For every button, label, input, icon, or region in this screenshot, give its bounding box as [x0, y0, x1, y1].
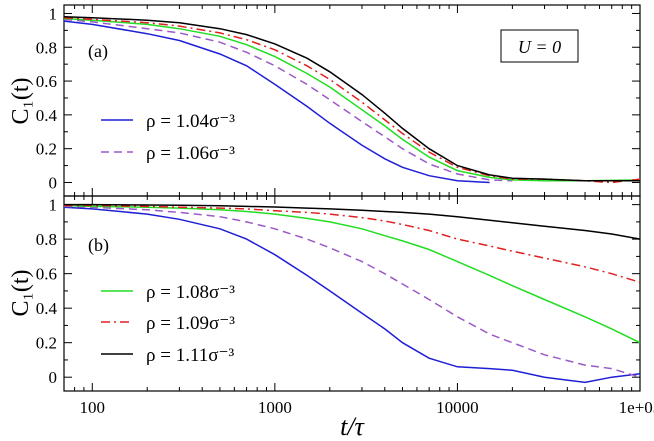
ytick-label-b: 0.4: [36, 299, 58, 318]
series-line-b-2: [63, 204, 641, 344]
ytick-label-a: 0.6: [36, 72, 57, 91]
panel-b-label: (b): [88, 235, 109, 256]
series-line-a-0: [63, 20, 490, 184]
series-line-b-4: [64, 203, 641, 240]
ytick-label-b: 0.2: [36, 334, 57, 353]
legend-b-label-0: ρ = 1.08σ⁻³: [146, 282, 235, 303]
series-line-a-2: [63, 17, 641, 182]
legend-b-label-2: ρ = 1.11σ⁻³: [146, 345, 235, 366]
ytick-label-a: 0: [49, 173, 58, 192]
legend-b-label-1: ρ = 1.09σ⁻³: [146, 313, 235, 334]
ytick-label-b: 0: [49, 368, 58, 387]
ytick-label-a: 0.4: [36, 106, 58, 125]
ytick-label-a: 0.8: [36, 38, 57, 57]
ytick-label-b: 0.6: [36, 265, 57, 284]
xtick-label: 1e+05: [619, 398, 654, 417]
xtick-label: 100: [80, 398, 106, 417]
ytick-label-b: 1: [49, 196, 58, 215]
panel-a-label: (a): [88, 41, 108, 62]
panel-a-series: [63, 16, 641, 184]
panel-a-ylabel: C₁(t): [8, 77, 34, 124]
ytick-label-a: 0.2: [36, 140, 57, 159]
series-line-a-1: [63, 18, 513, 182]
series-line-b-3: [64, 204, 641, 284]
panel-b-series: [63, 203, 641, 384]
ytick-label-b: 0.8: [36, 230, 57, 249]
series-line-b-0: [63, 206, 641, 384]
x-axis-label: t/τ: [340, 412, 365, 441]
panel-b-legend: ρ = 1.08σ⁻³ ρ = 1.09σ⁻³ ρ = 1.11σ⁻³: [101, 282, 235, 366]
legend-a-label-0: ρ = 1.04σ⁻³: [146, 111, 235, 132]
panel-b-frame: [63, 195, 641, 392]
panel-b-ylabel: C₁(t): [8, 269, 34, 316]
panel-b-ticks: 0 0.2 0.4 0.6 0.8 1 100 1000 10000 1e+05: [36, 196, 654, 417]
series-line-a-4: [63, 16, 640, 182]
panel-a-legend: ρ = 1.04σ⁻³ ρ = 1.06σ⁻³: [101, 111, 235, 164]
xtick-label: 1000: [258, 398, 292, 417]
legend-a-label-1: ρ = 1.06σ⁻³: [146, 143, 235, 164]
xtick-label: 10000: [436, 398, 479, 417]
annotation-box: [500, 29, 579, 63]
annotation-text: U = 0: [518, 37, 561, 57]
series-line-b-1: [63, 205, 641, 378]
ytick-label-a: 1: [49, 4, 58, 23]
panel-a-ticks: 0 0.2 0.4 0.6 0.8 1: [36, 4, 641, 196]
